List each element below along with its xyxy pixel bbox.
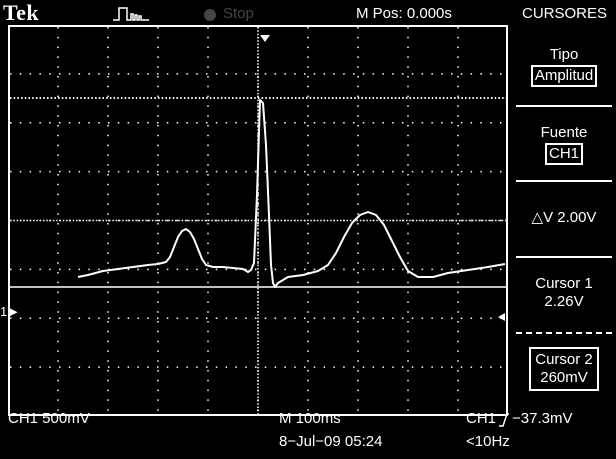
fuente-label: Fuente [540,124,588,141]
cursor2-label: Cursor 2 [535,351,593,368]
menu-title: CURSORES [522,5,608,22]
channel-ground-marker: 1► [0,304,21,319]
arrow-left-icon [498,313,505,321]
brand-logo: Tek [3,0,40,25]
trigger-level: −37.3mV [512,410,573,427]
menu-divider [516,105,612,107]
pulse-trigger-icon [113,7,149,21]
cursor-menu: Tipo Amplitud Fuente CH1 △V 2.00V Cursor… [514,26,614,409]
ch1-waveform [77,99,506,288]
date-time: 8−Jul−09 05:24 [279,433,383,450]
cursor2-box: Cursor 2 260mV [529,347,599,391]
waveform-display [8,25,508,416]
readout-row-2: 8−Jul−09 05:24 <10Hz [0,433,616,455]
menu-divider [516,332,612,334]
trigger-frequency: <10Hz [466,433,510,450]
graticule [8,25,508,416]
menu-divider [516,256,612,258]
arrow-right-icon: ► [7,304,21,319]
ch1-scale: CH1 500mV [8,410,90,427]
rising-edge-icon [499,413,509,427]
menu-divider [516,180,612,182]
readout-row-1: CH1 500mV M 100ms CH1 −37.3mV [0,410,616,432]
run-state-dot-icon [204,9,216,21]
fuente-value: CH1 [544,143,583,165]
tipo-label: Tipo [549,46,579,63]
cursor1-label: Cursor 1 [535,275,593,292]
delta-v-readout: △V 2.00V [531,209,597,226]
tipo-value: Amplitud [530,65,598,87]
trigger-source: CH1 [466,410,497,427]
cursor2-value: 260mV [540,369,588,386]
fuente-button[interactable]: Fuente CH1 [514,124,614,165]
tipo-button[interactable]: Tipo Amplitud [514,46,614,87]
run-state-label: Stop [223,5,254,22]
cursor2-button[interactable]: Cursor 2 260mV [514,346,614,391]
cursor1-value: 2.26V [544,293,584,310]
horizontal-position: M Pos: 0.000s [356,5,452,22]
graticule-border [8,25,508,416]
status-bar: Tek Stop M Pos: 0.000s CURSORES [0,0,616,26]
trigger-position-marker [260,35,270,42]
timebase: M 100ms [279,410,341,427]
cursor1-button[interactable]: Cursor 1 2.26V [514,275,614,311]
